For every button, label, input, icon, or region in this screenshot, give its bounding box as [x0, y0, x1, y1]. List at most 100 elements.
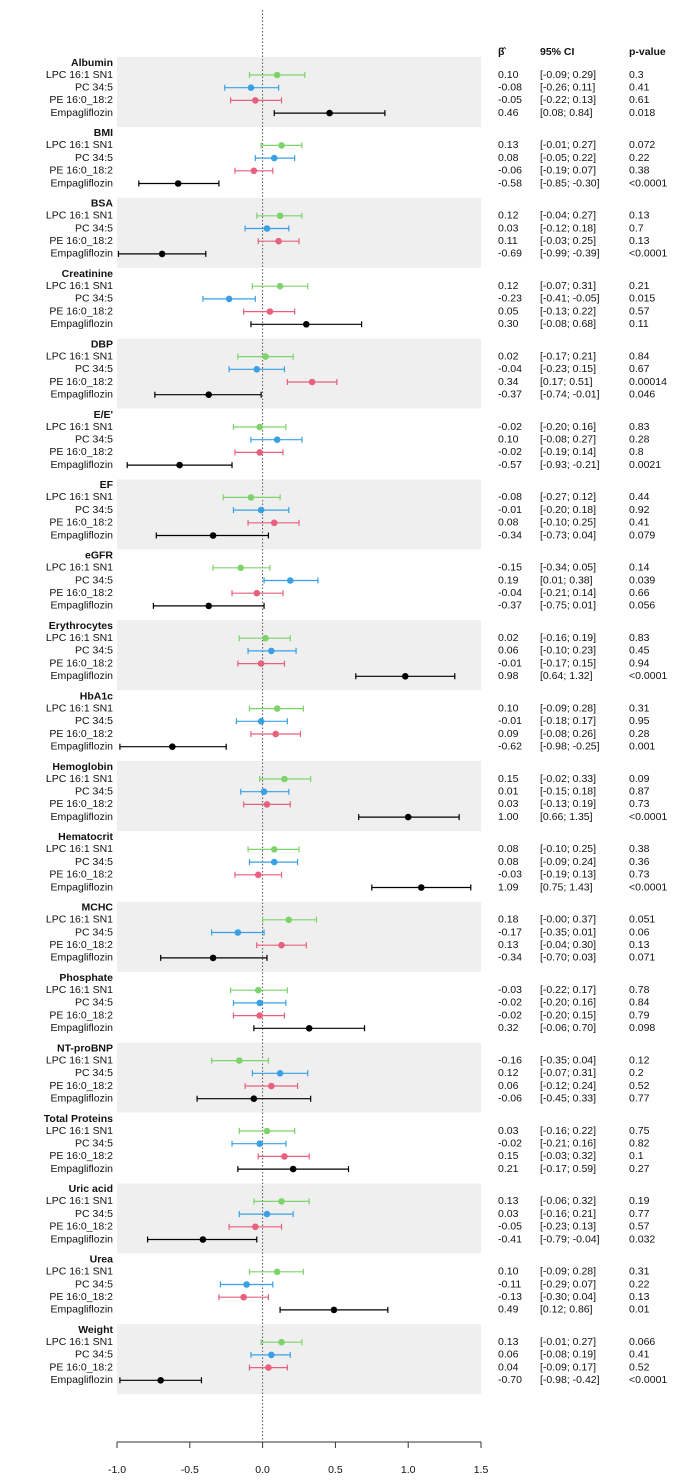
- estimate-label: 0.10: [498, 69, 519, 81]
- estimate-label: 0.06: [498, 1080, 519, 1092]
- row-label: Empagliflozin: [51, 318, 114, 330]
- estimate-label: -0.03: [498, 869, 522, 881]
- estimate-label: -0.58: [498, 177, 522, 189]
- estimate-label: 0.06: [498, 645, 519, 657]
- estimate-point: [268, 1082, 275, 1090]
- estimate-point: [256, 999, 263, 1007]
- ci-label: [-0.09; 0.28]: [540, 702, 596, 714]
- row-label: Empagliflozin: [51, 952, 114, 964]
- estimate-label: -0.05: [498, 1221, 522, 1233]
- ci-label: [-0.09; 0.28]: [540, 1266, 596, 1278]
- x-tick-label: 1.0: [401, 1464, 416, 1476]
- ci-label: [-0.79; -0.04]: [540, 1233, 600, 1245]
- estimate-point: [256, 1012, 263, 1019]
- estimate-point: [254, 871, 262, 879]
- p-label: 0.051: [629, 914, 655, 926]
- estimate-point: [305, 1025, 313, 1032]
- estimate-point: [205, 602, 213, 610]
- estimate-label: 0.03: [498, 1208, 519, 1220]
- estimate-point: [256, 1140, 263, 1147]
- p-label: 0.01: [629, 1304, 650, 1316]
- p-label: 0.0021: [629, 459, 661, 471]
- estimate-label: -0.34: [498, 529, 522, 541]
- p-label: <0.0001: [629, 811, 667, 823]
- row-label: PE 16:0_18:2: [49, 728, 113, 740]
- estimate-point: [266, 308, 274, 315]
- ci-label: [-0.20; 0.16]: [540, 997, 596, 1009]
- estimate-label: -0.69: [498, 248, 522, 260]
- estimate-point: [273, 1268, 281, 1276]
- estimate-label: -0.37: [498, 600, 522, 612]
- estimate-label: 0.13: [498, 1195, 519, 1207]
- estimate-point: [263, 225, 271, 232]
- p-label: 0.77: [629, 1208, 650, 1220]
- p-label: 0.7: [629, 222, 644, 234]
- row-label: PC 34:5: [75, 926, 113, 938]
- group-band: [117, 1324, 481, 1395]
- p-label: 0.8: [629, 446, 644, 458]
- estimate-label: 0.12: [498, 1067, 519, 1079]
- estimate-point: [256, 423, 263, 431]
- p-label: 0.52: [629, 1080, 650, 1092]
- p-label: 0.83: [629, 421, 650, 433]
- p-label: 0.92: [629, 504, 650, 516]
- p-label: 0.056: [629, 600, 655, 612]
- x-tick-label: 0.5: [328, 1464, 343, 1476]
- estimate-label: 0.03: [498, 1125, 519, 1137]
- p-label: 0.09: [629, 773, 650, 785]
- estimate-point: [278, 1338, 285, 1346]
- estimate-point: [225, 295, 233, 303]
- x-tick-label: 0.0: [255, 1464, 270, 1476]
- estimate-label: -0.37: [498, 388, 522, 400]
- estimate-label: 0.12: [498, 280, 519, 292]
- p-label: 0.046: [629, 388, 655, 400]
- ci-label: [0.01; 0.38]: [540, 574, 593, 586]
- estimate-point: [169, 743, 176, 750]
- p-label: 0.28: [629, 433, 650, 445]
- ci-label: [-0.12; 0.18]: [540, 222, 596, 234]
- estimate-point: [250, 167, 258, 175]
- ci-label: [0.75; 1.43]: [540, 881, 593, 893]
- ci-label: [-0.19; 0.07]: [540, 165, 596, 177]
- p-label: 0.28: [629, 728, 650, 740]
- row-label: PE 16:0_18:2: [49, 657, 113, 669]
- row-label: LPC 16:1 SN1: [46, 773, 113, 785]
- estimate-point: [265, 1364, 272, 1371]
- estimate-point: [174, 180, 182, 187]
- estimate-label: -0.01: [498, 657, 522, 669]
- estimate-label: 0.08: [498, 843, 519, 855]
- estimate-label: -0.57: [498, 459, 522, 471]
- ci-label: [-0.85; -0.30]: [540, 177, 600, 189]
- row-label: LPC 16:1 SN1: [46, 350, 113, 362]
- ci-label: [-0.22; 0.17]: [540, 984, 596, 996]
- ci-label: [-0.35; 0.04]: [540, 1054, 596, 1066]
- estimate-label: 0.03: [498, 222, 519, 234]
- ci-header: 95% CI: [540, 46, 575, 58]
- ci-label: [-0.23; 0.13]: [540, 1221, 596, 1233]
- p-label: 0.73: [629, 798, 650, 810]
- p-label: 0.38: [629, 165, 650, 177]
- estimate-point: [256, 449, 263, 456]
- row-label: LPC 16:1 SN1: [46, 280, 113, 292]
- estimate-point: [158, 250, 166, 258]
- estimate-label: 0.10: [498, 702, 519, 714]
- ci-label: [-0.98; -0.25]: [540, 740, 600, 752]
- estimate-point: [263, 801, 271, 808]
- estimate-label: -0.01: [498, 715, 522, 727]
- estimate-label: 0.19: [498, 574, 519, 586]
- estimate-point: [276, 212, 284, 220]
- estimate-point: [157, 1377, 164, 1384]
- ci-label: [-0.17; 0.21]: [540, 350, 596, 362]
- estimate-label: 0.02: [498, 632, 519, 644]
- estimate-point: [276, 1070, 284, 1077]
- group-label: Hematocrit: [58, 831, 113, 843]
- row-label: LPC 16:1 SN1: [46, 562, 113, 574]
- p-label: 0.77: [629, 1092, 650, 1104]
- estimate-point: [243, 1281, 250, 1288]
- p-label: 0.032: [629, 1233, 655, 1245]
- p-label: <0.0001: [629, 881, 667, 893]
- ci-label: [-0.21; 0.14]: [540, 587, 596, 599]
- group-label: EF: [100, 479, 114, 491]
- ci-label: [-0.45; 0.33]: [540, 1092, 596, 1104]
- estimate-point: [404, 813, 412, 821]
